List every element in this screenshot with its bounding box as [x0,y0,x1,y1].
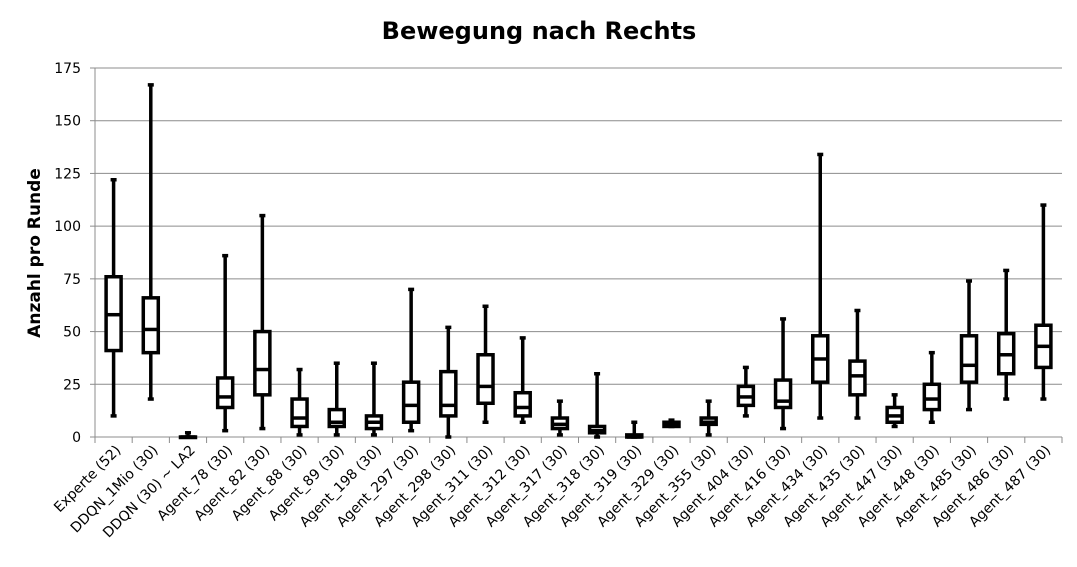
box-iqr [439,369,458,418]
box-6 [327,361,346,437]
box-11 [513,336,532,424]
box-18 [773,317,793,431]
box-iqr [141,296,161,355]
box-iqr [959,334,979,384]
box-iqr [922,382,942,412]
box-16 [699,399,718,437]
boxes [104,83,1053,440]
y-tick-label: 25 [63,377,81,393]
y-tick-label: 0 [72,430,81,446]
box-iqr [401,380,421,424]
y-tick-label: 50 [63,325,81,341]
box-22 [922,350,942,424]
box-0 [104,178,123,418]
box-iqr [848,359,867,397]
box-14 [625,420,644,439]
x-tick-labels: Experte (52)DDQN_1Mio (30)DDQN (30) ~ LA… [51,443,1054,542]
y-tick-labels: 0 25 50 75 100 125 150 175 [54,61,81,446]
box-iqr [773,378,793,410]
box-iqr [215,376,235,410]
box-iqr [476,353,495,406]
box-8 [401,287,421,433]
box-10 [476,304,495,424]
y-tick-label: 175 [54,61,81,77]
y-tick-label: 125 [54,166,81,182]
box-25 [1034,203,1053,401]
box-iqr [290,397,309,429]
box-24 [996,268,1016,401]
box-12 [550,399,570,437]
gridlines [95,67,1062,385]
box-17 [736,365,756,418]
box-13 [587,371,607,439]
box-1 [141,83,161,401]
box-4 [253,213,272,431]
box-2 [178,431,198,440]
y-axis-label: Anzahl pro Runde [25,168,45,338]
chart-title: Bewegung nach Rechts [382,17,697,45]
y-tick-label: 100 [54,219,81,235]
box-9 [439,325,458,439]
axes [90,67,1063,443]
y-tick-label: 75 [63,272,81,288]
box-7 [364,361,384,437]
box-23 [959,279,979,412]
box-19 [811,152,830,420]
box-21 [885,393,904,429]
box-20 [848,308,867,420]
box-iqr [513,390,532,418]
box-5 [290,367,309,437]
box-iqr [253,329,272,397]
y-tick-label: 150 [54,114,81,130]
box-3 [215,253,235,433]
box-15 [662,418,681,429]
